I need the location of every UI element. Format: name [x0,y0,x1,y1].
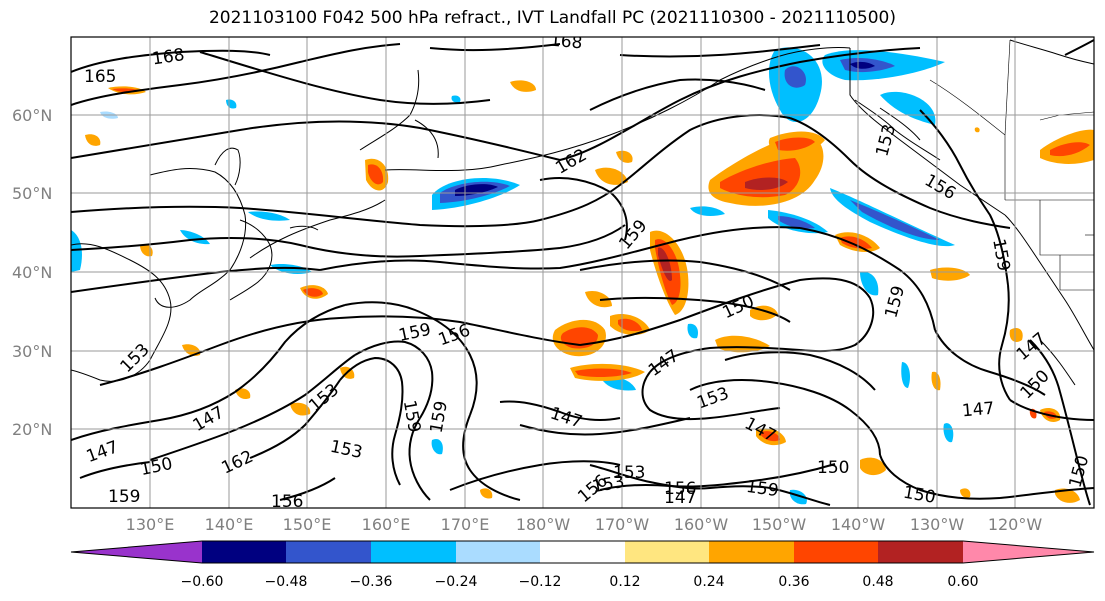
colorbar-tick: −0.12 [519,574,562,590]
lon-label: 160°W [674,515,729,534]
contour-label: 168 [549,31,583,54]
longitude-labels: 130°E 140°E 150°E 160°E 170°E 180°W 170°… [126,515,1043,534]
lon-label: 130°E [126,515,175,534]
colorbar-tick: 0.48 [862,574,893,590]
colorbar-tick: 0.60 [947,574,978,590]
lon-label: 160°E [362,515,411,534]
lon-label: 170°W [595,515,650,534]
negative-anomaly-shading [71,47,955,505]
colorbar-extension-low [71,541,202,563]
lon-label: 130°W [910,515,965,534]
latitude-labels: 60°N 50°N 40°N 30°N 20°N [12,106,52,439]
lon-label: 170°E [441,515,490,534]
colorbar-tick: 0.12 [609,574,640,590]
contour-label: 153 [613,463,645,483]
colorbar-segment [625,541,709,563]
contour-label: 156 [664,479,696,499]
colorbar [70,540,1095,564]
contour-label: 159 [745,477,780,501]
colorbar-extension-high [963,541,1094,563]
lat-label: 50°N [12,184,52,203]
colorbar-segment [202,541,286,563]
colorbar-segment [540,541,625,563]
colorbar-tick: 0.36 [778,574,809,590]
colorbar-segment [878,541,963,563]
height-contours [71,39,1094,506]
contour-label: 150 [817,458,849,478]
colorbar-outline [70,540,1095,564]
contour-label: 147 [961,399,995,422]
contour-label: 156 [271,492,303,512]
map-panel: 168 165 168 162 159 153 156 159 150 159 … [71,31,1094,512]
lon-label: 150°W [752,515,807,534]
colorbar-tick: 0.24 [693,574,724,590]
lat-label: 30°N [12,342,52,361]
contour-label: 147 [664,488,696,508]
positive-anomaly-shading [85,80,1094,503]
colorbar-tick-labels: −0.60 −0.48 −0.36 −0.24 −0.12 0.12 0.24 … [181,574,979,590]
graticule [71,37,1094,508]
colorbar-tick: −0.48 [265,574,308,590]
colorbar-segment [709,541,794,563]
map-frame [70,36,1095,509]
lon-label: 140°W [831,515,886,534]
contour-label: 165 [84,67,116,87]
colorbar-segment [371,541,456,563]
lon-label: 120°W [988,515,1043,534]
colorbar-segment [286,541,371,563]
lat-label: 20°N [12,420,52,439]
lat-label: 60°N [12,106,52,125]
colorbar-tick: −0.24 [435,574,478,590]
lon-label: 140°E [205,515,254,534]
colorbar-tick: −0.36 [350,574,393,590]
colorbar-tick: −0.60 [181,574,224,590]
lon-label: 150°E [283,515,332,534]
colorbar-segment [794,541,878,563]
lon-label: 180°W [516,515,571,534]
contour-label: 159 [108,487,140,507]
contour-label: 168 [151,45,186,69]
colorbar-segment [456,541,540,563]
map-title: 2021103100 F042 500 hPa refract., IVT La… [208,8,896,28]
lat-label: 40°N [12,263,52,282]
